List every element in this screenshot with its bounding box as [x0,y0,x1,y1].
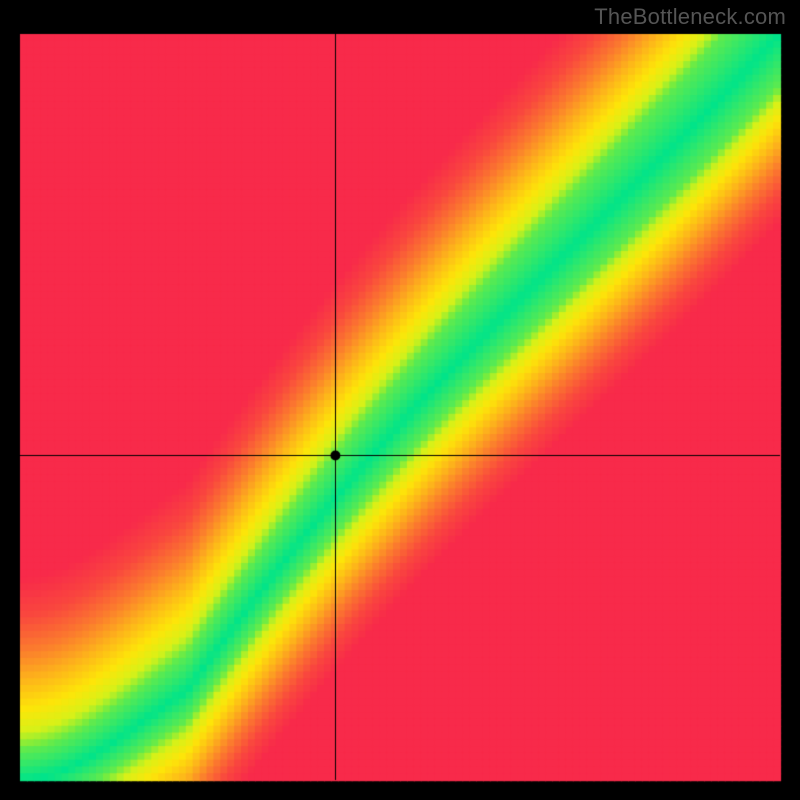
chart-container: TheBottleneck.com [0,0,800,800]
attribution-label: TheBottleneck.com [594,4,786,30]
heatmap-canvas [0,0,800,800]
